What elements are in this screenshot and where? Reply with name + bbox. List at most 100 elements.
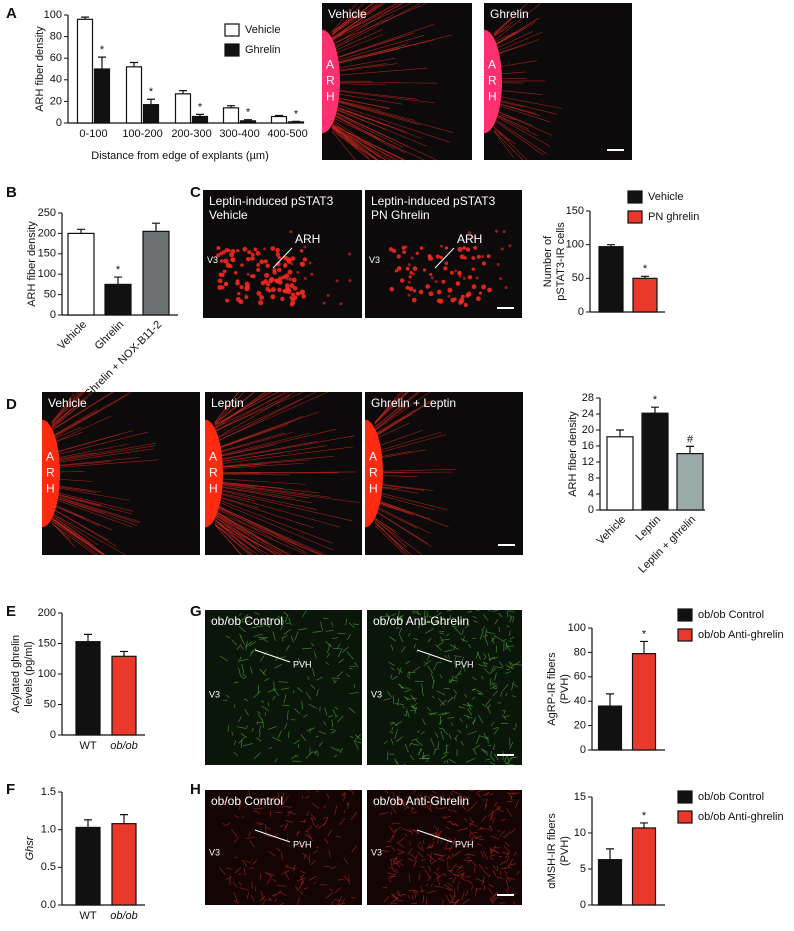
cell — [277, 255, 281, 260]
fiber — [331, 2, 380, 33]
fiber — [387, 877, 392, 883]
fiber — [489, 754, 496, 762]
fiber — [334, 706, 339, 710]
fiber — [51, 504, 86, 519]
fiber — [389, 858, 398, 860]
fiber — [238, 881, 242, 886]
fiber — [485, 698, 492, 706]
fiber — [493, 103, 551, 123]
fiber — [450, 789, 454, 796]
fiber — [342, 646, 349, 653]
fiber — [307, 833, 314, 842]
fiber — [300, 871, 306, 874]
fiber — [448, 837, 454, 844]
fiber — [485, 631, 495, 635]
y-tick-label: 100 — [38, 668, 56, 680]
fiber — [426, 883, 428, 887]
fiber — [449, 870, 456, 876]
fiber — [484, 798, 489, 808]
fiber — [233, 836, 240, 844]
fiber — [492, 609, 499, 612]
cell — [247, 250, 251, 254]
y-tick-label: 40 — [574, 695, 586, 707]
fiber — [353, 623, 359, 625]
error-bar — [640, 822, 648, 828]
fiber — [451, 853, 454, 858]
bar — [287, 121, 305, 124]
fiber — [309, 825, 312, 830]
fiber — [391, 726, 394, 731]
fiber — [374, 422, 410, 440]
fiber — [257, 711, 261, 714]
fiber — [493, 18, 538, 46]
bar — [104, 283, 132, 316]
fiber — [374, 409, 416, 436]
fiber — [417, 845, 422, 851]
cell — [220, 285, 225, 290]
fiber — [472, 717, 476, 725]
y-tick-label: 0.0 — [41, 899, 56, 911]
panel-letter: G — [190, 603, 202, 620]
fiber — [410, 743, 420, 746]
fiber — [51, 431, 148, 457]
fiber — [428, 865, 431, 872]
fiber — [422, 754, 430, 758]
fiber — [453, 694, 456, 700]
cell — [284, 283, 290, 289]
fiber — [252, 859, 258, 865]
micrograph: Leptin ARH — [205, 391, 362, 556]
fiber — [493, 118, 548, 155]
side-label: A — [46, 450, 54, 464]
fiber — [324, 707, 328, 716]
cell — [235, 281, 240, 286]
cell — [499, 277, 503, 281]
cell — [244, 281, 250, 287]
fiber — [454, 822, 459, 827]
fiber — [297, 882, 304, 891]
cell — [436, 298, 442, 304]
error-bar — [606, 848, 614, 860]
fiber — [431, 695, 435, 699]
fiber — [481, 815, 487, 822]
fiber — [214, 432, 285, 454]
x-tick-label: 300-400 — [219, 128, 259, 140]
y-tick-label: 0 — [588, 504, 594, 516]
cell — [404, 245, 408, 249]
fiber — [455, 873, 465, 876]
fiber — [492, 891, 499, 897]
fiber — [395, 736, 403, 743]
fiber — [481, 703, 486, 707]
fiber — [374, 499, 449, 528]
fiber — [331, 98, 416, 121]
fiber — [509, 640, 513, 643]
fiber — [51, 426, 82, 440]
fiber — [474, 837, 484, 841]
fiber — [345, 673, 351, 678]
fiber — [276, 884, 287, 887]
fiber — [466, 879, 473, 885]
fiber — [214, 488, 317, 510]
cell — [459, 254, 465, 260]
legend-swatch — [677, 810, 693, 824]
region-pointer — [434, 247, 455, 269]
fiber — [515, 800, 519, 808]
fiber — [374, 519, 423, 556]
fiber — [461, 892, 465, 901]
fiber — [398, 837, 405, 843]
cell — [233, 270, 238, 275]
fiber — [420, 730, 425, 735]
cell — [457, 270, 462, 275]
fiber — [325, 891, 334, 899]
fiber — [374, 522, 412, 556]
cell — [444, 246, 449, 250]
fiber — [239, 801, 241, 810]
fiber — [266, 876, 273, 885]
fiber — [491, 897, 496, 900]
cell — [486, 254, 491, 259]
fiber — [409, 853, 417, 860]
fiber — [51, 517, 105, 556]
fiber — [456, 843, 463, 845]
fiber — [305, 752, 313, 759]
fiber — [293, 708, 301, 715]
